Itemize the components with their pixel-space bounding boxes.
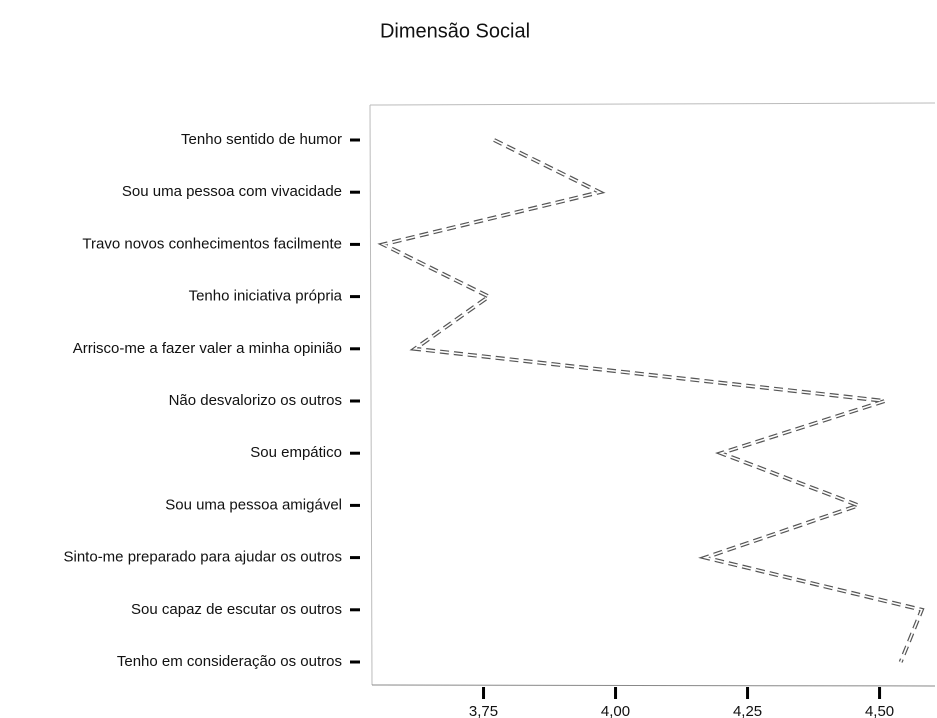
y-tick-label: Travo novos conhecimentos facilmente xyxy=(82,235,342,252)
plot-frame-top xyxy=(369,102,936,106)
y-tick-label: Tenho em consideração os outros xyxy=(117,653,342,670)
y-tick-label: Arrisco-me a fazer valer a minha opinião xyxy=(73,340,342,357)
x-tick-label: 4,25 xyxy=(733,703,762,718)
line-series-outer xyxy=(377,138,925,663)
x-axis xyxy=(371,684,936,687)
chart-title: Dimensão Social xyxy=(380,20,530,42)
x-tick-label: 4,00 xyxy=(601,703,630,718)
plot-frame-left xyxy=(369,104,373,686)
x-tick-label: 4,50 xyxy=(865,703,894,718)
line-series xyxy=(380,139,923,663)
y-tick-label: Tenho sentido de humor xyxy=(181,131,342,148)
y-tick-label: Não desvalorizo os outros xyxy=(169,392,342,409)
y-tick-label: Sou empático xyxy=(250,444,342,461)
y-tick-label: Sou uma pessoa amigável xyxy=(165,496,342,513)
y-tick-label: Tenho iniciativa própria xyxy=(189,288,343,305)
y-tick-label: Sou uma pessoa com vivacidade xyxy=(122,183,342,200)
y-tick-label: Sinto-me preparado para ajudar os outros xyxy=(64,549,343,566)
x-tick-label: 3,75 xyxy=(469,703,498,718)
y-tick-label: Sou capaz de escutar os outros xyxy=(131,601,342,618)
